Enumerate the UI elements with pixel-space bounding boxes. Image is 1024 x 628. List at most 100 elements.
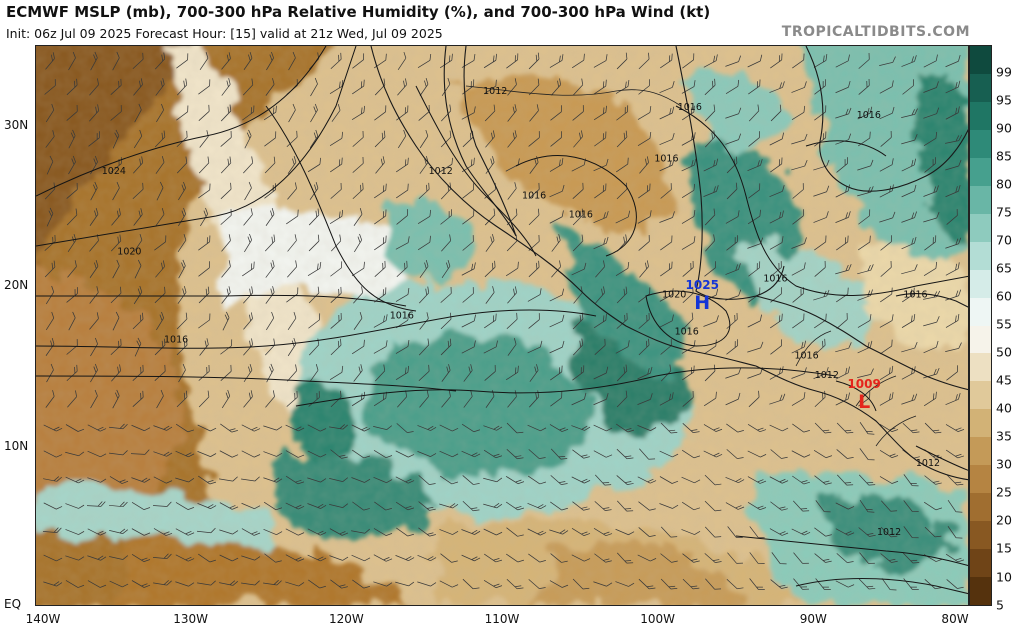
colorbar-label: 95 [996, 92, 1012, 108]
wind-barb [285, 581, 305, 587]
wind-barb [660, 183, 672, 199]
wind-barb [395, 476, 415, 484]
wind-barb [594, 131, 607, 147]
coastline-cuba [895, 292, 968, 308]
wind-barb [244, 181, 252, 201]
wind-barb [749, 526, 765, 539]
isobar-line [36, 309, 597, 349]
isobar-line [265, 105, 417, 312]
wind-barb [178, 259, 186, 279]
wind-barb [263, 105, 277, 121]
wind-barb [903, 500, 919, 513]
isobar-line [36, 46, 357, 247]
wind-barb [264, 553, 282, 563]
wind-barb [528, 449, 546, 459]
isobar-line [645, 290, 731, 347]
wind-barb [879, 211, 896, 223]
wind-barb [594, 183, 607, 199]
wind-barb [244, 129, 252, 149]
wind-barb [178, 181, 186, 201]
wind-barb [924, 235, 937, 251]
wind-barb [110, 78, 122, 95]
wind-barb [175, 423, 195, 433]
wind-barb [263, 501, 283, 511]
wind-barb [681, 529, 701, 535]
wind-barb [725, 476, 745, 484]
wind-barb [704, 78, 716, 96]
wind-barb [549, 184, 565, 198]
wind-barb [155, 78, 165, 96]
wind-barb [351, 449, 371, 459]
wind-barb [461, 262, 476, 276]
wind-barb [373, 183, 387, 199]
wind-barb [814, 79, 826, 95]
wind-barb [66, 78, 78, 96]
wind-barb [857, 106, 873, 120]
wind-barb [749, 552, 765, 565]
wind-barb [418, 475, 436, 485]
wind-barb [835, 80, 851, 94]
colorbar-label: 55 [996, 316, 1012, 332]
wind-barb [154, 130, 166, 148]
wind-barb [352, 79, 365, 95]
site-brand[interactable]: TROPICALTIDBITS.COM [781, 24, 970, 40]
wind-barb [704, 261, 716, 277]
wind-barb [354, 233, 363, 253]
wind-barb [485, 156, 495, 174]
wind-barb [793, 578, 809, 590]
wind-barb [287, 311, 297, 331]
wind-barb [835, 528, 855, 536]
wind-barb [176, 105, 189, 121]
wind-barb [153, 425, 173, 431]
wind-barb [681, 476, 701, 484]
wind-barb [285, 424, 305, 432]
wind-barb [220, 423, 238, 433]
isobar-label: 1020 [117, 246, 141, 257]
map-subtitle: Init: 06z Jul 09 2025 Forecast Hour: [15… [6, 26, 443, 41]
wind-barb [659, 106, 675, 120]
wind-barb [330, 579, 348, 589]
coastline-baja [443, 46, 517, 237]
isobars [36, 46, 968, 566]
humidity-field [36, 46, 968, 605]
wind-barb [485, 130, 495, 148]
wind-barb [901, 211, 917, 223]
wind-barb [835, 502, 855, 510]
wind-barb [134, 259, 142, 279]
wind-barb [945, 54, 961, 68]
wind-barb [549, 210, 564, 224]
wind-barb [748, 261, 761, 277]
wind-barb [133, 233, 143, 253]
wind-barb [221, 389, 231, 409]
wind-barb [945, 449, 965, 459]
wind-barb [46, 207, 54, 227]
map-panel[interactable]: 1024 1020 1016 1016 1012 1012 1016 1016 1016 1016… [35, 45, 969, 606]
wind-barb [726, 423, 744, 433]
wind-barb [616, 475, 634, 485]
wind-barb [152, 501, 172, 507]
wind-barb [353, 286, 363, 304]
wind-barb [857, 314, 872, 328]
wind-barb [550, 105, 562, 121]
wind-barb [528, 579, 546, 589]
wind-barb [439, 424, 459, 432]
wind-barb [43, 424, 63, 432]
wind-barb [112, 389, 120, 409]
wind-barb [769, 313, 783, 329]
colorbar-segment [970, 325, 991, 354]
wind-barb [241, 580, 260, 586]
wind-barb [42, 527, 62, 533]
wind-barb [923, 107, 940, 119]
wind-barb [793, 552, 809, 564]
wind-barb [704, 553, 722, 564]
wind-barb [351, 424, 371, 432]
wind-barb [791, 81, 807, 93]
wind-barb [153, 451, 173, 457]
wind-barb [593, 105, 607, 121]
wind-barb [241, 555, 261, 561]
wind-barb [285, 554, 305, 562]
wind-barb [527, 424, 547, 432]
wind-barb [110, 105, 122, 121]
map-canvas[interactable]: 1024 1020 1016 1016 1012 1012 1016 1016 1016 1016… [36, 46, 969, 606]
wind-barb [638, 235, 650, 251]
